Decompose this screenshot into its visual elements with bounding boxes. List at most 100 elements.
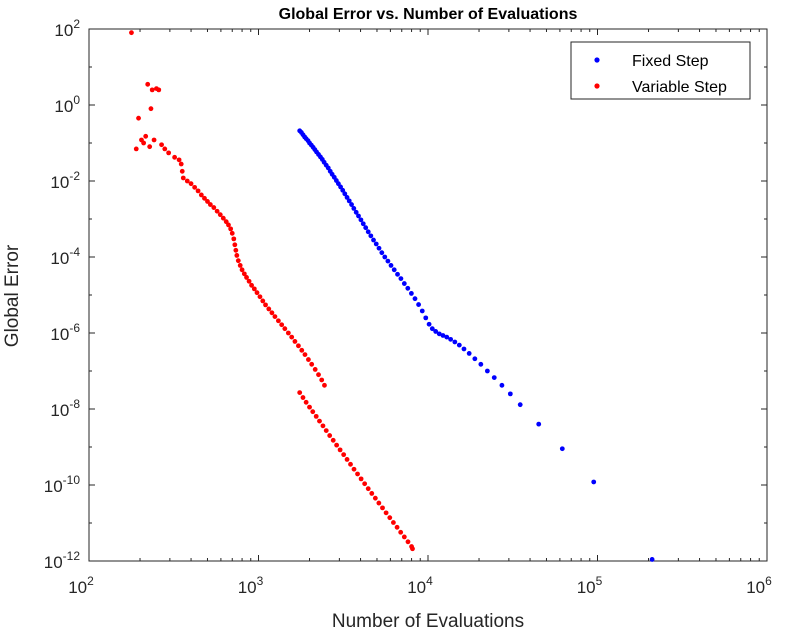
variable-step-point bbox=[234, 253, 240, 258]
x-tick-exponent: 3 bbox=[257, 574, 264, 588]
fixed-step-point bbox=[416, 302, 421, 307]
variable-step-point bbox=[214, 208, 220, 214]
fixed-step-point bbox=[412, 296, 418, 302]
fixed-step-point bbox=[649, 557, 655, 562]
variable-step-point bbox=[341, 452, 347, 458]
fixed-step-point bbox=[484, 368, 490, 374]
variable-step-point bbox=[323, 428, 329, 434]
fixed-step-point bbox=[507, 391, 513, 397]
variable-step-point bbox=[260, 298, 266, 304]
y-tick-label: 10-4 bbox=[50, 245, 80, 268]
fixed-step-point bbox=[360, 221, 366, 227]
fixed-step-point bbox=[385, 258, 391, 264]
variable-step-point bbox=[244, 275, 249, 280]
fixed-step-point bbox=[395, 271, 400, 277]
y-tick-base: 10 bbox=[44, 553, 63, 572]
fixed-step-point bbox=[456, 342, 462, 348]
variable-step-point bbox=[148, 106, 154, 112]
variable-step-point bbox=[141, 140, 147, 146]
y-tick-label: 102 bbox=[54, 17, 80, 40]
variable-step-point bbox=[355, 471, 360, 477]
variable-step-point bbox=[156, 87, 162, 93]
variable-step-point bbox=[179, 168, 185, 174]
variable-step-point bbox=[320, 423, 326, 429]
variable-step-point bbox=[205, 199, 210, 204]
fixed-step-point bbox=[368, 233, 374, 239]
legend-box bbox=[570, 41, 751, 100]
fixed-step-point bbox=[405, 285, 411, 291]
variable-step-point bbox=[410, 546, 415, 552]
fixed-step-point bbox=[371, 237, 376, 243]
variable-step-point bbox=[327, 433, 333, 438]
variable-step-point bbox=[202, 195, 207, 201]
variable-step-point bbox=[147, 144, 153, 150]
variable-step-point bbox=[129, 30, 134, 36]
y-tick-label: 100 bbox=[54, 93, 80, 116]
variable-step-point bbox=[391, 520, 396, 525]
x-tick-exponent: 2 bbox=[87, 574, 94, 588]
axis-tick-labels: 102 103 104 105 10610-1210-1010-810-610-410-… bbox=[44, 17, 772, 597]
fixed-step-point bbox=[356, 213, 361, 219]
fixed-step-point bbox=[379, 250, 385, 256]
fixed-step-point bbox=[478, 361, 484, 367]
x-tick-base: 10 bbox=[746, 578, 765, 597]
y-tick-label: 10-12 bbox=[44, 549, 81, 572]
variable-step-point bbox=[313, 413, 319, 419]
y-tick-exponent: -2 bbox=[69, 169, 80, 183]
variable-step-point bbox=[380, 505, 385, 511]
fixed-step-point bbox=[388, 263, 394, 268]
variable-step-point bbox=[319, 377, 325, 383]
variable-step-point bbox=[229, 230, 235, 236]
axes-box bbox=[88, 28, 768, 562]
variable-step-point bbox=[266, 306, 272, 312]
variable-step-point bbox=[282, 326, 288, 332]
legend-variable-step-marker bbox=[594, 83, 600, 89]
y-tick-base: 10 bbox=[50, 325, 69, 344]
y-axis-label: Global Error bbox=[2, 244, 23, 347]
y-tick-exponent: -10 bbox=[63, 473, 81, 487]
fixed-step-point bbox=[436, 331, 442, 337]
fixed-step-point bbox=[491, 375, 497, 381]
variable-step-point bbox=[233, 247, 239, 253]
variable-step-point bbox=[149, 87, 155, 93]
fixed-step-point bbox=[444, 334, 450, 340]
fixed-step-point bbox=[419, 308, 425, 314]
fixed-step-point bbox=[408, 291, 414, 296]
fixed-step-point bbox=[517, 402, 523, 408]
fixed-step-point bbox=[373, 241, 379, 247]
variable-step-point bbox=[297, 390, 303, 396]
y-tick-exponent: -12 bbox=[63, 549, 81, 563]
fixed-step-point bbox=[440, 333, 446, 338]
fixed-step-point bbox=[591, 479, 597, 485]
x-tick-base: 10 bbox=[577, 578, 596, 597]
variable-step-point bbox=[398, 529, 404, 535]
variable-step-point bbox=[303, 399, 309, 405]
y-tick-exponent: 2 bbox=[73, 17, 80, 31]
fixed-step-point bbox=[426, 321, 432, 327]
y-tick-label: 10-6 bbox=[50, 321, 80, 344]
legend-variable-step-label: Variable Step bbox=[632, 79, 727, 96]
variable-step-point bbox=[231, 236, 237, 242]
variable-step-point bbox=[351, 466, 357, 472]
legend-fixed-step-marker bbox=[594, 57, 600, 63]
variable-step-point bbox=[226, 222, 231, 228]
variable-step-point bbox=[232, 242, 238, 248]
variable-step-point bbox=[348, 461, 353, 467]
variable-step-point bbox=[372, 495, 378, 501]
variable-step-point bbox=[405, 539, 411, 545]
fixed-step-point bbox=[559, 446, 565, 452]
variable-step-point bbox=[172, 154, 178, 160]
variable-step-point bbox=[362, 481, 368, 487]
y-tick-base: 10 bbox=[50, 173, 69, 192]
variable-step-point bbox=[307, 404, 312, 410]
fixed-step-point bbox=[452, 339, 458, 345]
fixed-step-point bbox=[346, 198, 352, 204]
variable-step-point bbox=[151, 137, 157, 143]
fixed-step-point bbox=[363, 225, 369, 231]
variable-step-point bbox=[188, 181, 194, 187]
variable-step-point bbox=[310, 409, 316, 415]
fixed-step-point bbox=[382, 254, 388, 260]
variable-step-point bbox=[269, 310, 275, 316]
variable-step-point bbox=[217, 212, 223, 218]
variable-step-point bbox=[246, 278, 252, 284]
